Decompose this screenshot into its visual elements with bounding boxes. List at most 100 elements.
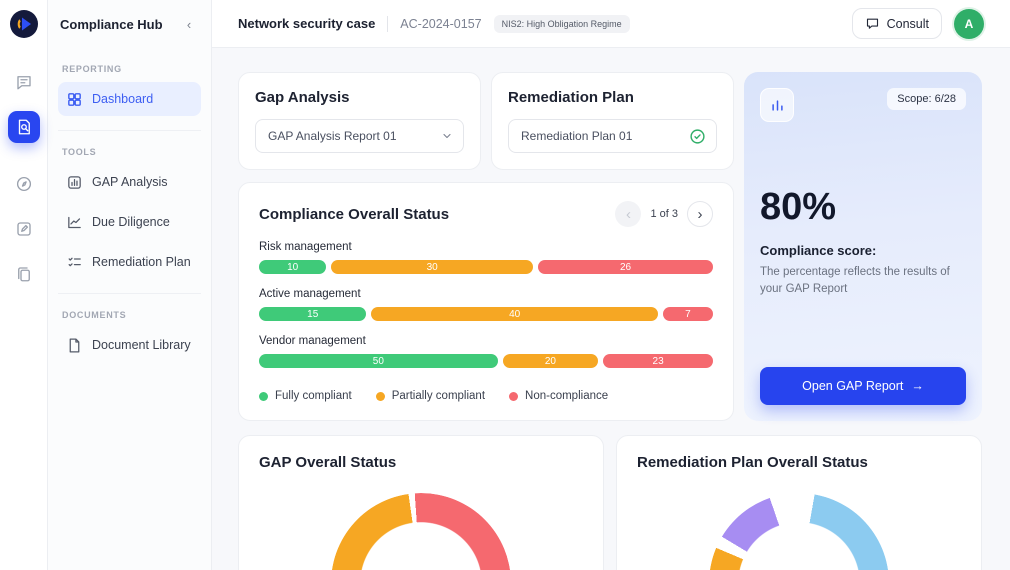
legend-dot [375, 391, 385, 401]
card-title: Gap Analysis [255, 89, 350, 106]
chat-bubble-icon [865, 16, 880, 31]
topbar-actions: Consult A [851, 8, 984, 39]
bar-group-label: Vendor management [259, 335, 366, 347]
legend-label: Partially compliant [391, 390, 486, 402]
copy-icon [15, 265, 33, 283]
compliance-score-label: Compliance score: [760, 243, 877, 258]
bar-chart-icon [66, 174, 83, 191]
gap-analysis-card: Gap Analysis GAP Analysis Report 01 [238, 72, 481, 170]
compass-rail-button[interactable] [8, 168, 40, 200]
bar-segment: 23 [603, 354, 713, 368]
topbar: Network security case AC-2024-0157 NIS2:… [212, 0, 1010, 48]
line-chart-icon [66, 214, 83, 231]
chat-icon [15, 73, 33, 91]
sidebar: Compliance Hub ‹ REPORTING Dashboard TOO… [48, 0, 212, 570]
legend-label: Fully compliant [275, 390, 352, 402]
sidebar-item-label: Due Diligence [92, 215, 170, 229]
sidebar-item-label: GAP Analysis [92, 175, 168, 189]
remediation-overall-status-card: Remediation Plan Overall Status [616, 435, 982, 570]
regime-badge: NIS2: High Obligation Regime [493, 14, 630, 33]
prev-page-button[interactable]: ‹ [615, 201, 642, 227]
score-chart-iconbox [760, 88, 794, 122]
main-content: Gap Analysis GAP Analysis Report 01 Reme… [212, 48, 1010, 570]
legend-label: Non-compliance [525, 390, 609, 402]
consult-label: Consult [886, 16, 929, 31]
legend: Fully compliant Partially compliant Non-… [259, 390, 713, 402]
selected-option: GAP Analysis Report 01 [268, 129, 397, 143]
bar-group-label: Risk management [259, 241, 352, 253]
gap-report-select[interactable]: GAP Analysis Report 01 [255, 119, 464, 153]
app-title: Compliance Hub [60, 16, 163, 32]
bar-segment: 40 [371, 307, 658, 321]
sidebar-item-label: Remediation Plan [92, 255, 191, 269]
scope-badge: Scope: 6/28 [887, 88, 966, 110]
sidebar-item-dashboard[interactable]: Dashboard [58, 82, 201, 116]
page-indicator: 1 of 3 [650, 208, 678, 220]
legend-item: Non-compliance [509, 390, 608, 402]
bar-group: Active management 15 40 7 [259, 288, 713, 321]
legend-item: Fully compliant [259, 390, 352, 402]
card-title: GAP Overall Status [259, 454, 397, 471]
gap-overall-status-card: GAP Overall Status [238, 435, 604, 570]
documents-rail-button[interactable] [8, 258, 40, 290]
section-label-documents: DOCUMENTS [58, 293, 201, 320]
card-title: Remediation Plan [508, 89, 634, 106]
compliance-score-value: 80% [760, 186, 837, 228]
sidebar-item-due-diligence[interactable]: Due Diligence [58, 205, 201, 239]
sidebar-item-gap-analysis[interactable]: GAP Analysis [58, 165, 201, 199]
sidebar-item-remediation-plan[interactable]: Remediation Plan [58, 245, 201, 279]
section-label-tools: TOOLS [58, 130, 201, 157]
next-page-button[interactable]: › [687, 201, 713, 227]
compliance-score-card: Scope: 6/28 80% Compliance score: The pe… [744, 72, 982, 421]
bar-segment: 15 [259, 307, 367, 321]
bar-group: Risk management 10 30 26 [259, 241, 713, 274]
chat-rail-button[interactable] [8, 66, 40, 98]
checklist-icon [66, 254, 83, 271]
consult-button[interactable]: Consult [851, 8, 942, 39]
sidebar-item-label: Dashboard [92, 92, 154, 106]
legend-item: Partially compliant [375, 390, 486, 402]
avatar[interactable]: A [954, 8, 984, 39]
legend-dot [259, 391, 268, 401]
bar-segment: 50 [259, 354, 498, 368]
sidebar-item-label: Document Library [92, 338, 191, 352]
bar-segment: 26 [538, 260, 713, 274]
bar-segment: 10 [259, 260, 327, 274]
remediation-plan-input[interactable] [521, 129, 689, 143]
compass-icon [15, 175, 33, 193]
bar-segment: 7 [662, 307, 713, 321]
bar-group-label: Active management [259, 288, 361, 300]
bar-segment: 20 [502, 354, 599, 368]
open-gap-report-label: Open GAP Report [802, 379, 904, 393]
sidebar-header: Compliance Hub ‹ [58, 0, 201, 48]
open-gap-report-button[interactable]: Open GAP Report → [760, 367, 966, 405]
card-title: Remediation Plan Overall Status [637, 454, 868, 471]
compliance-score-description: The percentage reflects the results of y… [760, 266, 950, 295]
card-title: Compliance Overall Status [259, 205, 450, 223]
bar-group: Vendor management 50 20 23 [259, 335, 713, 368]
case-title: Network security case [238, 16, 376, 31]
divider [387, 15, 389, 32]
remediation-overall-donut-chart [709, 493, 889, 570]
pagination: ‹ 1 of 3 › [615, 201, 713, 227]
arrow-right-icon: → [911, 379, 924, 393]
sidebar-collapse-button[interactable]: ‹ [179, 14, 199, 34]
sidebar-item-document-library[interactable]: Document Library [58, 328, 201, 362]
gap-overall-donut-chart [331, 493, 511, 570]
app-logo[interactable] [9, 10, 38, 38]
edit-icon [15, 220, 33, 238]
case-review-rail-button[interactable] [7, 111, 40, 143]
case-id: AC-2024-0157 [400, 16, 482, 31]
icon-rail [0, 0, 48, 570]
check-circle-icon [689, 128, 706, 145]
remediation-plan-field [508, 119, 717, 153]
compliance-status-card: Compliance Overall Status ‹ 1 of 3 › Ris… [238, 182, 734, 421]
section-label-reporting: REPORTING [62, 64, 122, 74]
document-search-icon [15, 118, 33, 136]
remediation-plan-card: Remediation Plan [491, 72, 734, 170]
bar-segment: 30 [331, 260, 534, 274]
edit-rail-button[interactable] [8, 213, 40, 245]
document-icon [66, 337, 83, 354]
legend-dot [509, 391, 519, 401]
chart-icon [770, 98, 785, 113]
